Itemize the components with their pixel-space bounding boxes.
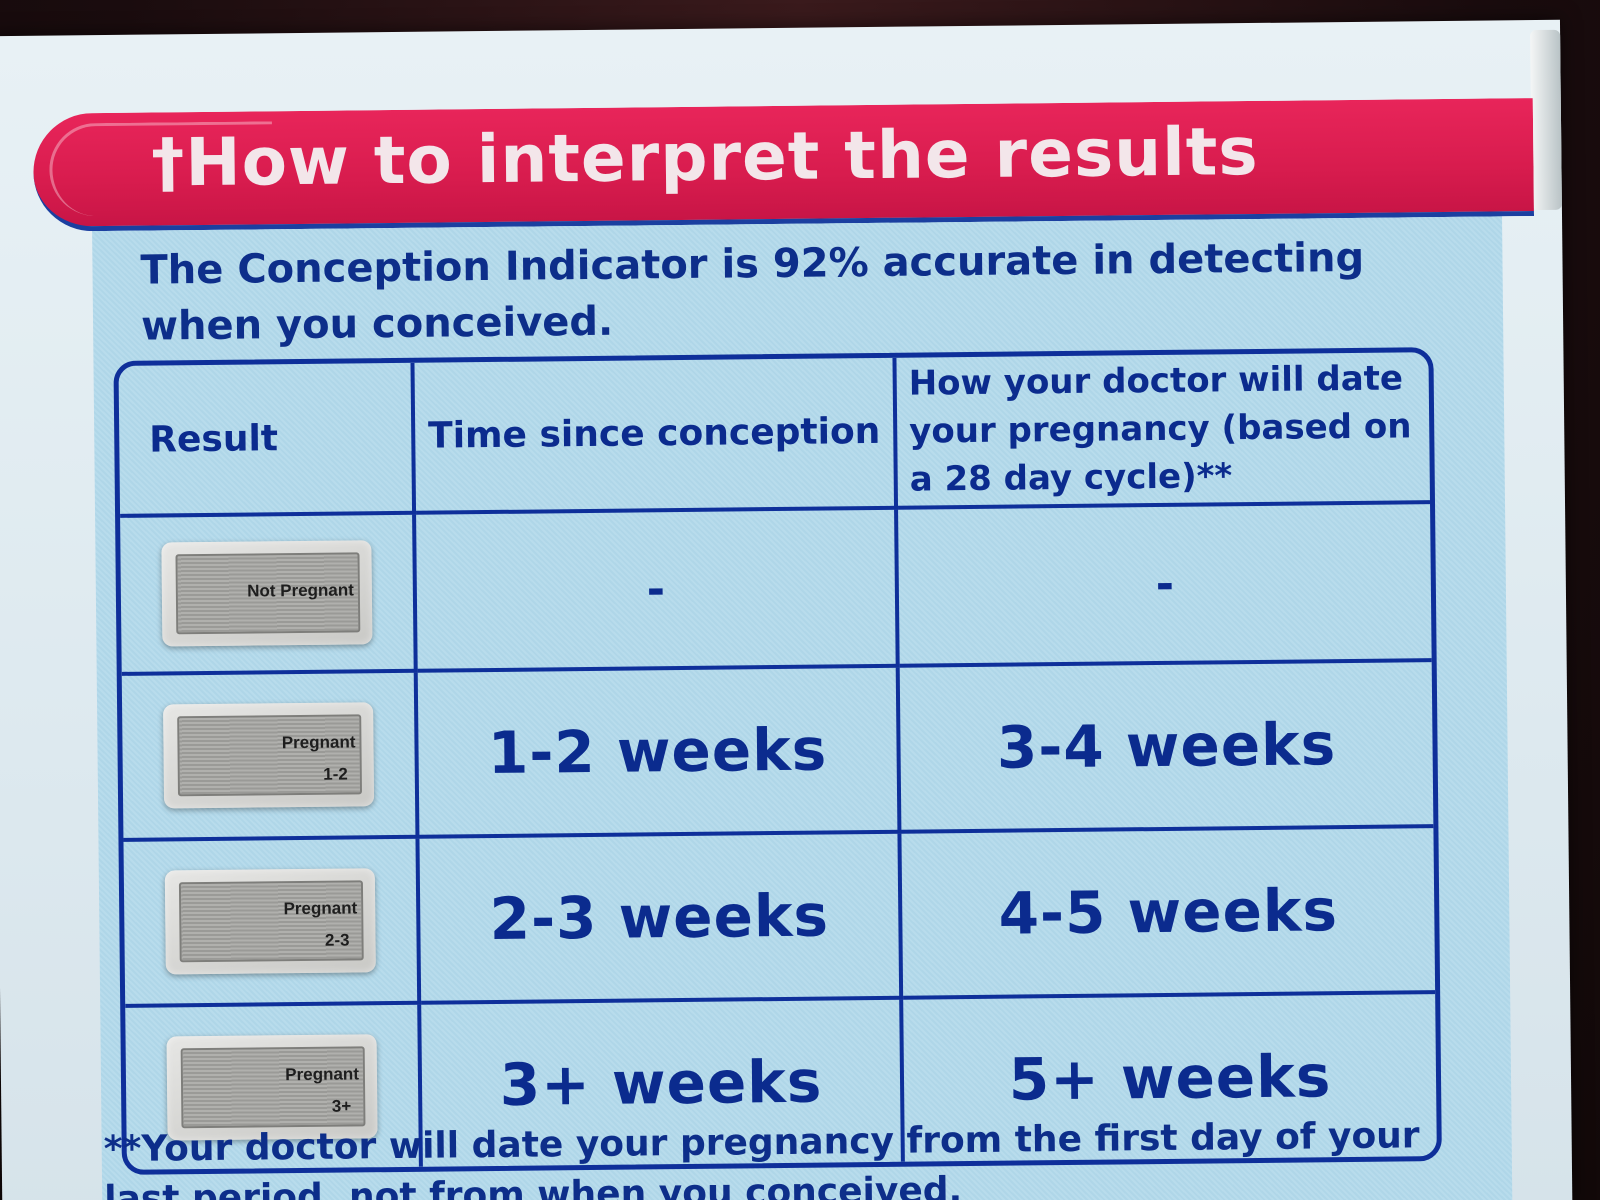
lcd-line-2: 1-2 — [323, 764, 348, 784]
result-cell: Pregnant 2-3 — [123, 838, 422, 1008]
table-header-row: Result Time since conception How your do… — [118, 352, 1431, 518]
time-value: - — [646, 563, 666, 615]
lcd-line-1: Pregnant — [285, 1064, 360, 1085]
result-cell: Pregnant 1-2 — [121, 672, 420, 842]
header-result: Result — [118, 362, 417, 518]
time-value: 3+ weeks — [499, 1047, 823, 1119]
time-value: 1-2 weeks — [487, 715, 828, 788]
doctor-cell: 4-5 weeks — [901, 828, 1436, 1000]
time-value: 2-3 weeks — [489, 881, 830, 954]
table-row: Pregnant 2-3 2-3 weeks 4-5 weeks — [123, 828, 1436, 1008]
lcd-line-1: Pregnant — [283, 898, 358, 919]
title-banner: †How to interpret the results — [32, 98, 1535, 232]
doctor-cell: 3-4 weeks — [899, 662, 1434, 834]
lcd-line-2: 3+ — [331, 1096, 352, 1116]
intro-text: The Conception Indicator is 92% accurate… — [140, 234, 1365, 350]
banner-title: †How to interpret the results — [150, 112, 1260, 202]
time-cell: 2-3 weeks — [419, 833, 904, 1005]
result-cell: Not Pregnant — [120, 514, 418, 676]
lcd-line-1: Pregnant — [281, 732, 356, 753]
doctor-value: 3-4 weeks — [996, 710, 1337, 782]
header-time-since-conception: Time since conception — [414, 357, 899, 515]
doctor-cell: - — [898, 504, 1432, 668]
lcd-line-1: Not Pregnant — [247, 580, 354, 601]
lcd-line-2: 2-3 — [324, 930, 350, 950]
test-display-image: Pregnant 2-3 — [164, 868, 376, 975]
box-edge — [1530, 29, 1562, 211]
doctor-value: - — [1155, 558, 1175, 610]
footnote: **Your doctor will date your pregnancy f… — [103, 1115, 1420, 1200]
doctor-value: 5+ weeks — [1008, 1042, 1332, 1114]
results-table: Result Time since conception How your do… — [113, 347, 1442, 1175]
header-doctor-dating: How your doctor will date your pregnancy… — [896, 352, 1431, 510]
test-display-image: Pregnant 1-2 — [163, 702, 375, 809]
package-box: †How to interpret the results The Concep… — [0, 19, 1573, 1200]
time-cell: - — [416, 509, 900, 673]
time-cell: 1-2 weeks — [417, 667, 902, 839]
doctor-value: 4-5 weeks — [998, 876, 1339, 948]
test-display-image: Not Pregnant — [161, 540, 373, 647]
table-row: Not Pregnant - - — [120, 504, 1432, 676]
table-row: Pregnant 1-2 1-2 weeks 3-4 weeks — [121, 662, 1434, 842]
